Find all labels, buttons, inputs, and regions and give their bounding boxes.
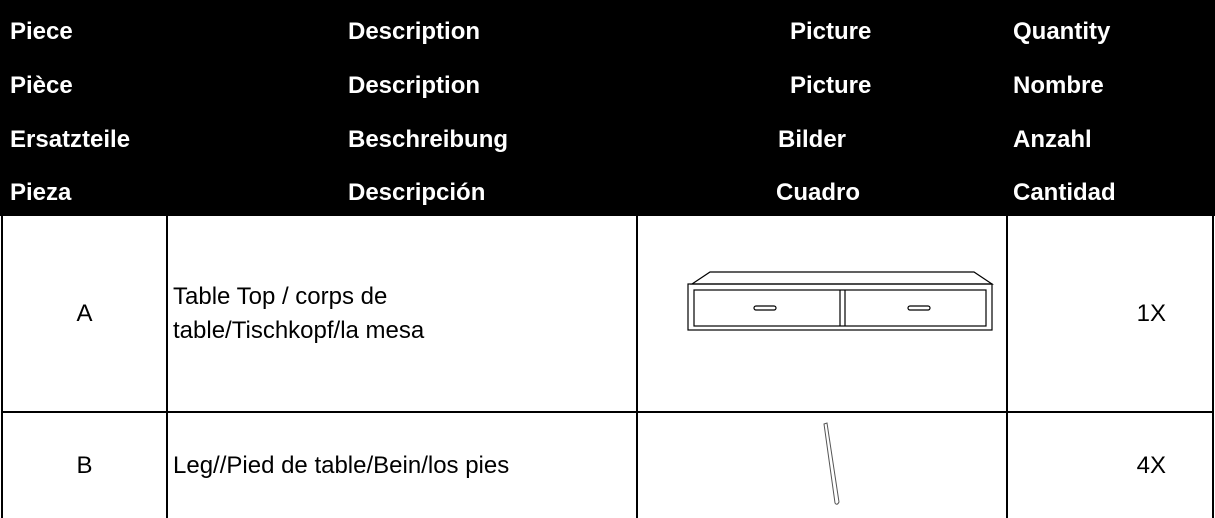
- header-cell: Pièce: [10, 72, 73, 99]
- header-cell: Descripción: [348, 179, 486, 206]
- header-cell: Quantity: [1013, 18, 1111, 45]
- cell-border: [1, 216, 3, 518]
- cell-border: [636, 216, 638, 518]
- piece-cell: B: [76, 451, 93, 479]
- cell-border: [1, 411, 1214, 413]
- header-cell: Description: [348, 18, 481, 45]
- cell-border: [166, 216, 168, 518]
- header-cell: Nombre: [1013, 72, 1104, 99]
- table-top-picture: [687, 271, 994, 331]
- header-cell: Ersatzteile: [10, 126, 131, 153]
- header-cell: Picture: [790, 18, 872, 45]
- description-cell: Table Top / corps de table/Tischkopf/la …: [173, 282, 425, 344]
- quantity-cell: 4X: [1136, 451, 1166, 479]
- header-cell: Anzahl: [1013, 126, 1092, 153]
- description-cell: Leg//Pied de table/Bein/los pies: [173, 451, 510, 479]
- header-cell: Cantidad: [1013, 179, 1116, 206]
- header-cell: Picture: [790, 72, 872, 99]
- header-band: Piece Description Picture Quantity Pièce…: [0, 0, 1215, 216]
- cell-border: [1212, 216, 1214, 518]
- leg-picture: [823, 422, 840, 505]
- header-cell: Pieza: [10, 179, 72, 206]
- header-cell: Bilder: [778, 126, 847, 153]
- quantity-cell: 1X: [1136, 299, 1166, 327]
- header-cell: Beschreibung: [348, 126, 509, 153]
- header-cell: Description: [348, 72, 481, 99]
- header-cell: Cuadro: [776, 179, 860, 206]
- cell-border: [1006, 216, 1008, 518]
- piece-cell: A: [76, 299, 93, 327]
- header-cell: Piece: [10, 18, 73, 45]
